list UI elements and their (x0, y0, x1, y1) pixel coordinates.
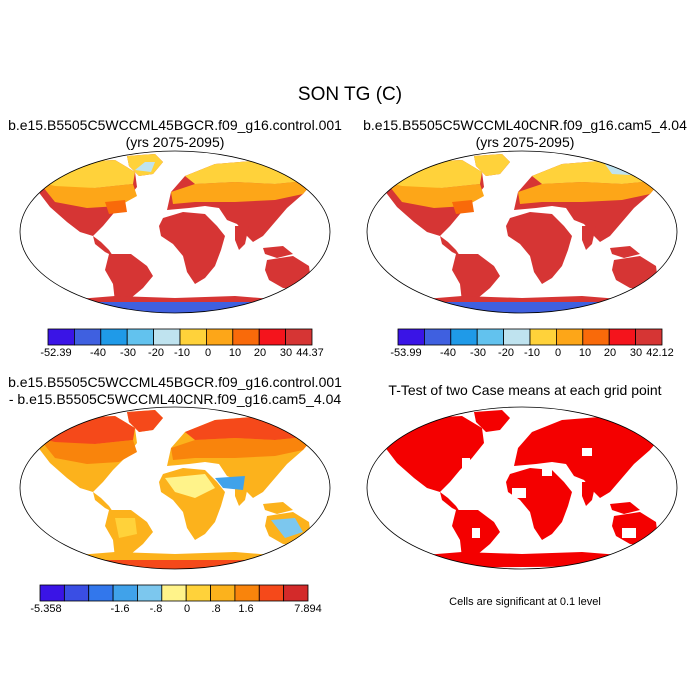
panel3-colorbar (39, 584, 309, 602)
panel3-title-line1: b.e15.B5505C5WCCML45BGCR.f09_g16.control… (8, 374, 342, 390)
colorbar-swatch (503, 328, 531, 346)
panel4-title: T-Test of two Case means at each grid po… (350, 382, 700, 399)
colorbar-swatch (100, 328, 128, 346)
panel2-title-line2: (yrs 2075-2095) (475, 134, 575, 150)
colorbar-swatch (153, 328, 181, 346)
colorbar-label: -53.99 (390, 347, 422, 359)
panel1-colorbar (47, 328, 313, 346)
colorbar-label: -30 (470, 347, 486, 359)
colorbar-swatch (450, 328, 478, 346)
panel1-title-line2: (yrs 2075-2095) (125, 134, 225, 150)
panel4-title-line1: T-Test of two Case means at each grid po… (388, 382, 662, 398)
panel2-title: b.e15.B5505C5WCCML40CNR.f09_g16.cam5_4.0… (350, 117, 700, 151)
panel1-title: b.e15.B5505C5WCCML45BGCR.f09_g16.control… (0, 117, 350, 151)
panel3-title: b.e15.B5505C5WCCML45BGCR.f09_g16.control… (0, 374, 350, 408)
colorbar-swatch (179, 328, 207, 346)
colorbar-label: -.8 (149, 603, 163, 615)
colorbar-label: 1.6 (238, 603, 254, 615)
colorbar-swatch (529, 328, 557, 346)
colorbar-swatch (74, 328, 102, 346)
colorbar-label: -10 (174, 347, 190, 359)
colorbar-swatch (582, 328, 610, 346)
colorbar-swatch (258, 328, 287, 346)
colorbar-label: 7.894 (294, 603, 322, 615)
figure-title: SON TG (C) (297, 84, 403, 105)
colorbar-label: 10 (578, 347, 592, 359)
colorbar-label: -30 (120, 347, 136, 359)
colorbar-label: -40 (440, 347, 456, 359)
colorbar-label: 42.12 (646, 347, 674, 359)
colorbar-swatch (112, 584, 138, 602)
colorbar-swatch (283, 584, 309, 602)
colorbar-label: 30 (629, 347, 643, 359)
colorbar-label: 0 (204, 347, 212, 359)
colorbar-swatch (476, 328, 505, 346)
colorbar-label: -40 (90, 347, 106, 359)
colorbar-label: -52.39 (40, 347, 72, 359)
colorbar-swatch (161, 584, 187, 602)
colorbar-swatch (232, 328, 260, 346)
colorbar-label: -5.358 (30, 603, 62, 615)
colorbar-label: 44.37 (296, 347, 324, 359)
colorbar-swatch (258, 584, 285, 602)
colorbar-label: -1.6 (110, 603, 130, 615)
colorbar-swatch (126, 328, 154, 346)
panel1-title-line1: b.e15.B5505C5WCCML45BGCR.f09_g16.control… (8, 117, 342, 133)
colorbar-swatch (47, 328, 75, 346)
colorbar-label: 0 (554, 347, 562, 359)
panel3-title-line2: - b.e15.B5505C5WCCML40CNR.f09_g16.cam5_4… (8, 391, 342, 407)
panel4-footnote: Cells are significant at 0.1 level (449, 596, 601, 608)
colorbar-label: 10 (228, 347, 242, 359)
panel4-map-content (382, 410, 662, 568)
panel2-map-content (382, 154, 662, 313)
colorbar-swatch (185, 584, 211, 602)
colorbar-label: -20 (498, 347, 514, 359)
colorbar-label: .8 (211, 603, 221, 615)
panel3-map-content (35, 410, 315, 569)
colorbar-label: 30 (279, 347, 293, 359)
colorbar-swatch (210, 584, 236, 602)
panel2-title-line1: b.e15.B5505C5WCCML40CNR.f09_g16.cam5_4.0… (363, 117, 687, 133)
colorbar-label: 0 (183, 603, 191, 615)
colorbar-label: -10 (524, 347, 540, 359)
panel1-map-content (35, 154, 315, 313)
colorbar-swatch (635, 328, 663, 346)
colorbar-swatch (608, 328, 637, 346)
colorbar-swatch (88, 584, 114, 602)
colorbar-swatch (137, 584, 163, 602)
colorbar-swatch (63, 584, 90, 602)
colorbar-swatch (205, 328, 234, 346)
colorbar-swatch (285, 328, 313, 346)
colorbar-swatch (39, 584, 65, 602)
colorbar-label: -20 (148, 347, 164, 359)
colorbar-swatch (234, 584, 260, 602)
colorbar-label: 20 (253, 347, 267, 359)
colorbar-swatch (397, 328, 425, 346)
colorbar-swatch (556, 328, 584, 346)
colorbar-swatch (423, 328, 452, 346)
colorbar-label: 20 (603, 347, 617, 359)
panel2-colorbar (397, 328, 663, 346)
